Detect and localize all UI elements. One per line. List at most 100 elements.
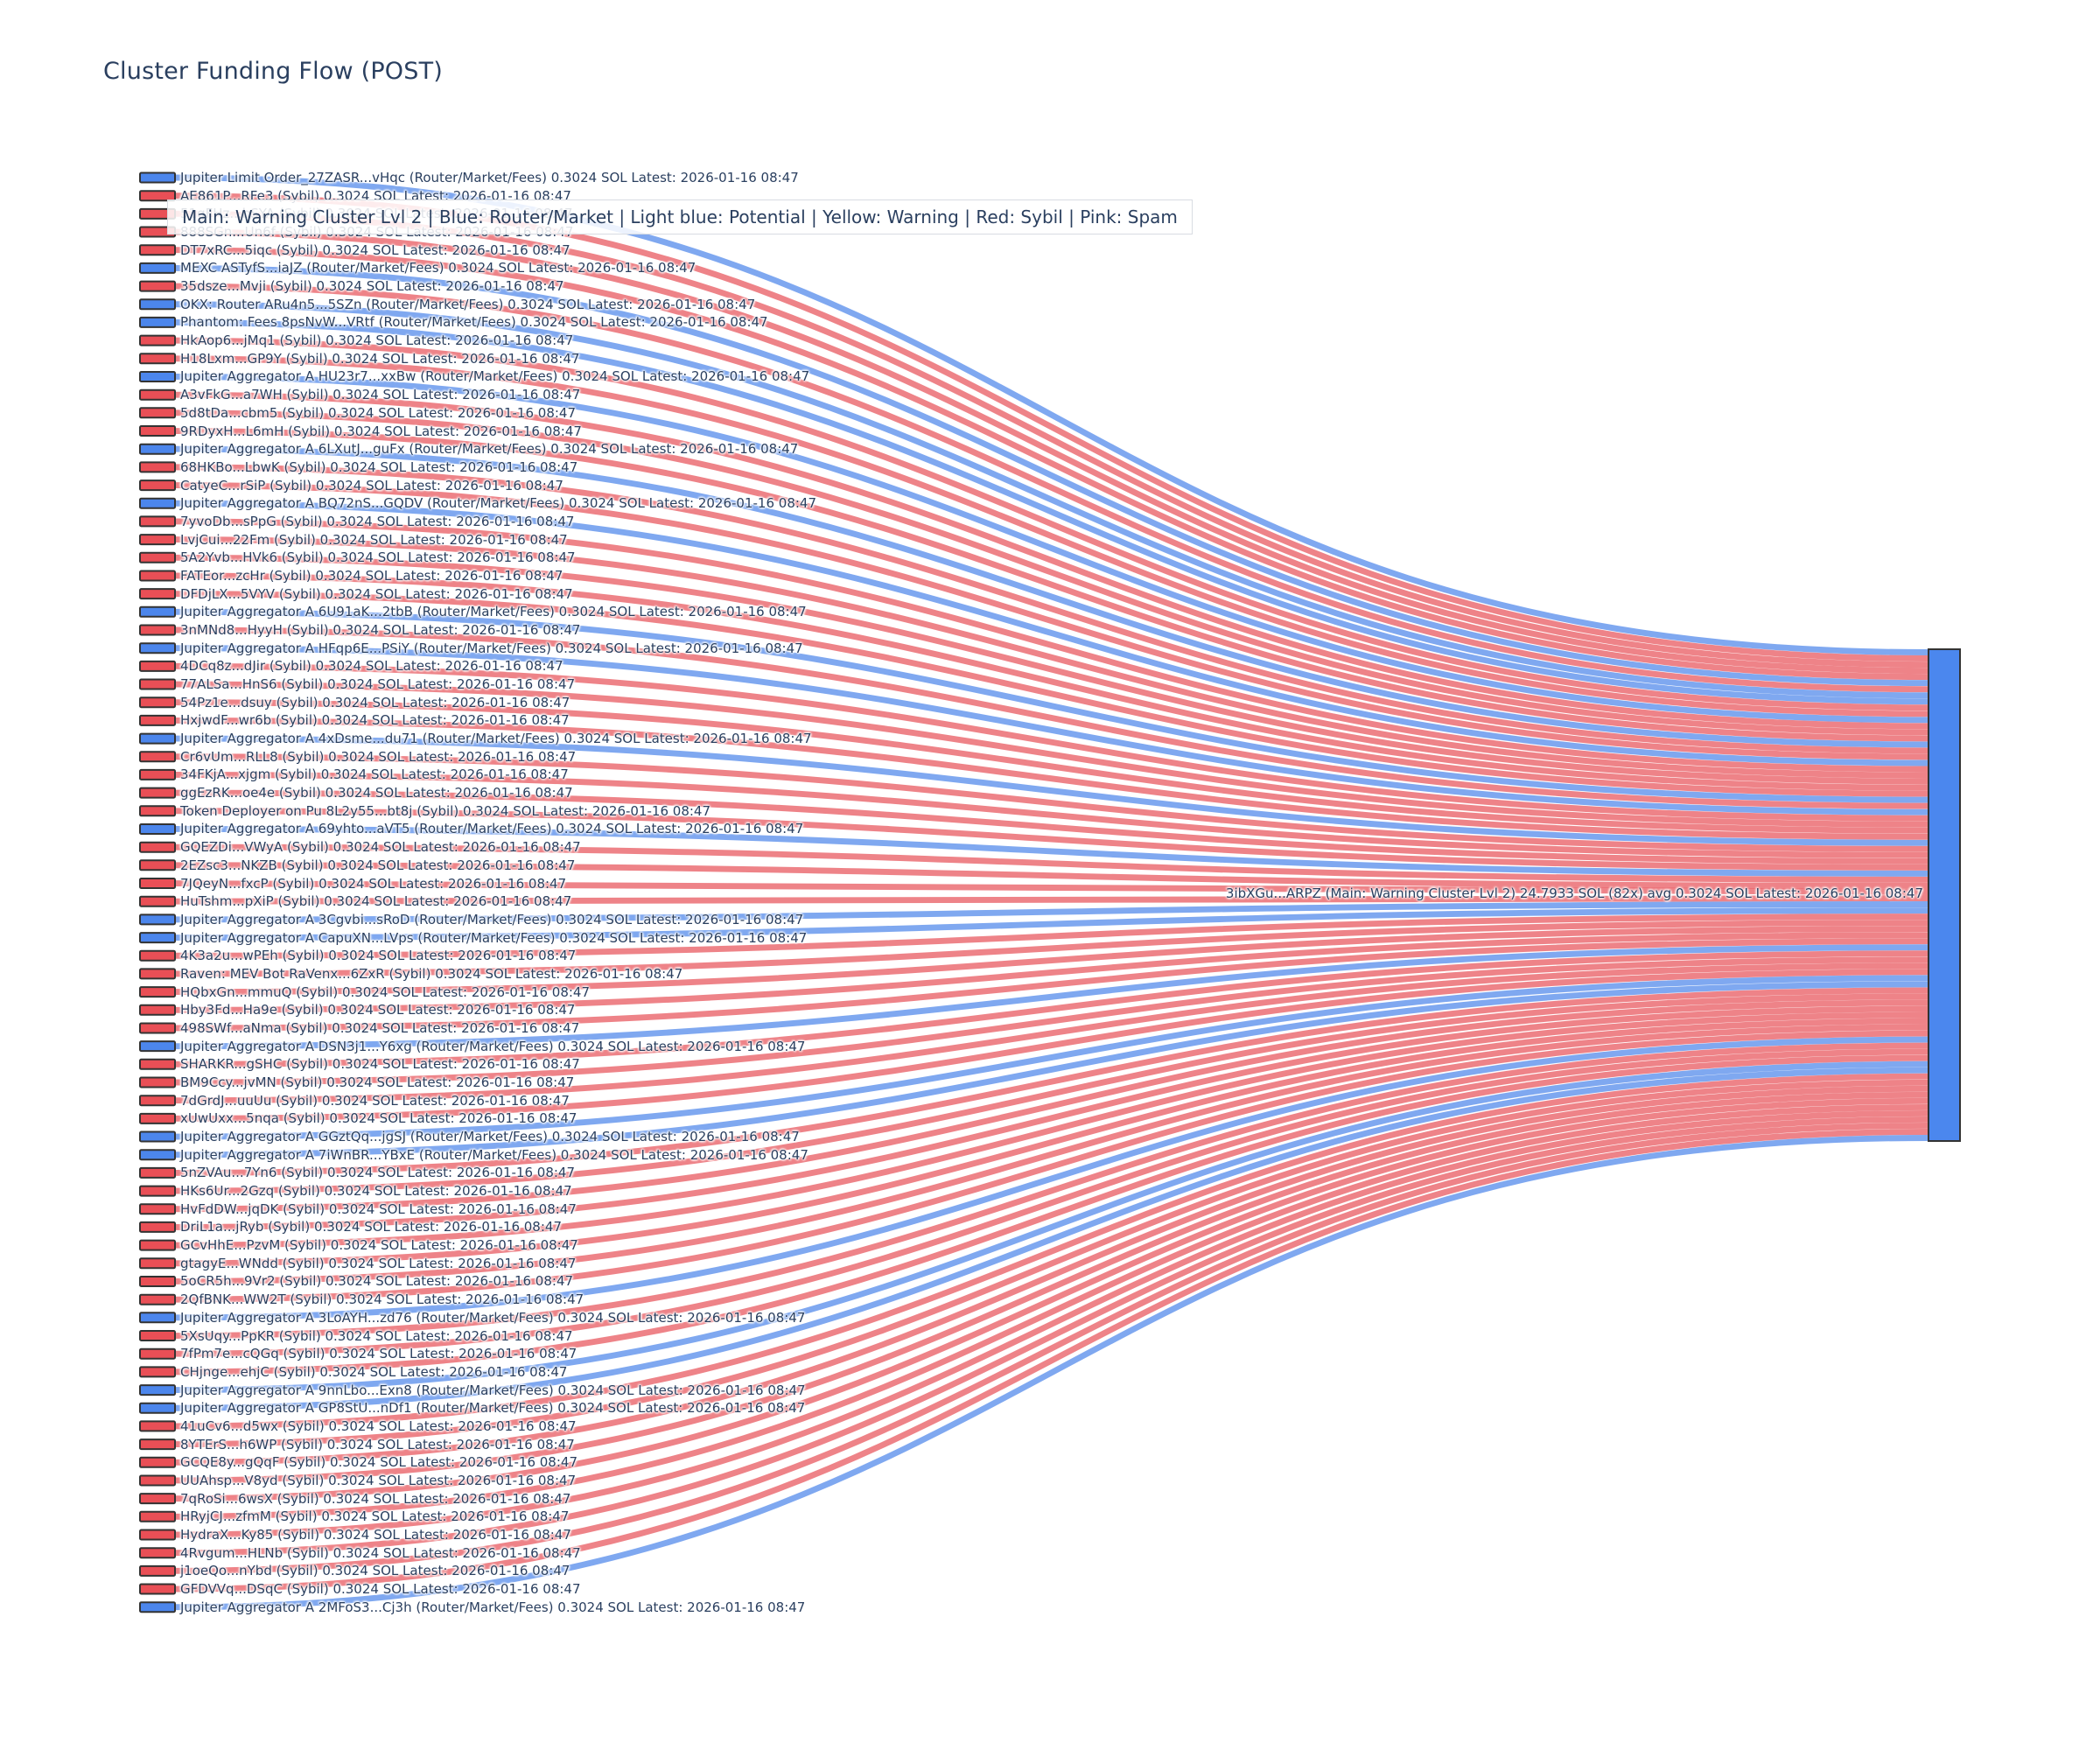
flow-link-router[interactable] <box>174 500 1929 766</box>
flow-link-sybil[interactable] <box>174 518 1929 773</box>
source-node-rect[interactable] <box>139 1420 176 1432</box>
flow-link-sybil[interactable] <box>174 844 1929 883</box>
source-node-rect[interactable] <box>139 606 176 618</box>
flow-link-sybil[interactable] <box>174 895 1929 905</box>
source-node-rect[interactable] <box>139 1547 176 1559</box>
source-node-rect[interactable] <box>139 696 176 709</box>
flow-link-sybil[interactable] <box>174 572 1929 791</box>
flow-link-sybil[interactable] <box>174 1042 1929 1339</box>
flow-link-sybil[interactable] <box>174 962 1929 1104</box>
source-node-rect[interactable] <box>139 1384 176 1396</box>
flow-link-sybil[interactable] <box>174 1054 1929 1376</box>
flow-link-router[interactable] <box>174 735 1929 846</box>
source-node-rect[interactable] <box>139 1239 176 1251</box>
source-node-rect[interactable] <box>139 1529 176 1541</box>
flow-link-sybil[interactable] <box>174 771 1929 858</box>
flow-link-sybil[interactable] <box>174 753 1929 852</box>
source-node-rect[interactable] <box>139 823 176 835</box>
source-node-rect[interactable] <box>139 244 176 256</box>
flow-link-sybil[interactable] <box>174 1091 1929 1484</box>
source-node-rect[interactable] <box>139 588 176 600</box>
source-node-rect[interactable] <box>139 353 176 365</box>
flow-link-sybil[interactable] <box>174 932 1929 1013</box>
source-node-rect[interactable] <box>139 986 176 998</box>
source-node-rect[interactable] <box>139 1112 176 1124</box>
flow-link-router[interactable] <box>174 975 1929 1140</box>
flow-link-sybil[interactable] <box>174 1030 1929 1303</box>
source-node-rect[interactable] <box>139 298 176 311</box>
flow-link-sybil[interactable] <box>174 969 1929 1122</box>
flow-link-sybil[interactable] <box>174 914 1929 959</box>
flow-link-sybil[interactable] <box>174 999 1929 1213</box>
flow-link-router[interactable] <box>174 1036 1929 1321</box>
flow-link-sybil[interactable] <box>174 1018 1929 1267</box>
source-node-rect[interactable] <box>139 1510 176 1522</box>
source-node-rect[interactable] <box>139 1149 176 1161</box>
source-node-rect[interactable] <box>139 1312 176 1324</box>
flow-link-router[interactable] <box>174 445 1929 748</box>
flow-link-router[interactable] <box>174 1067 1929 1411</box>
flow-link-sybil[interactable] <box>174 536 1929 779</box>
flow-link-sybil[interactable] <box>174 1103 1929 1520</box>
source-node-rect[interactable] <box>139 732 176 745</box>
source-node-rect[interactable] <box>139 515 176 528</box>
source-node-rect[interactable] <box>139 371 176 382</box>
flow-link-router[interactable] <box>174 901 1929 923</box>
source-node-rect[interactable] <box>139 805 176 817</box>
source-node-rect[interactable] <box>139 642 176 654</box>
flow-link-sybil[interactable] <box>174 926 1929 996</box>
flow-link-sybil[interactable] <box>174 1085 1929 1466</box>
flow-link-sybil[interactable] <box>174 1012 1929 1249</box>
source-node-rect[interactable] <box>139 624 176 636</box>
flow-link-router[interactable] <box>174 374 1929 724</box>
flow-link-sybil[interactable] <box>174 283 1929 693</box>
source-node-rect[interactable] <box>139 895 176 907</box>
flow-link-router[interactable] <box>174 608 1929 803</box>
flow-link-sybil[interactable] <box>174 1024 1929 1284</box>
source-node-rect[interactable] <box>139 1022 176 1034</box>
flow-link-sybil[interactable] <box>174 626 1929 809</box>
source-node-rect[interactable] <box>139 461 176 473</box>
source-node-rect[interactable] <box>139 388 176 401</box>
source-node-rect[interactable] <box>139 660 176 672</box>
source-node-rect[interactable] <box>139 407 176 419</box>
flow-link-sybil[interactable] <box>174 938 1929 1032</box>
flow-link-router[interactable] <box>174 1060 1929 1394</box>
source-node-rect[interactable] <box>139 480 176 492</box>
flow-link-sybil[interactable] <box>174 410 1929 736</box>
source-node-rect[interactable] <box>139 1276 176 1287</box>
source-node-rect[interactable] <box>139 1130 176 1143</box>
flow-link-sybil[interactable] <box>174 464 1929 754</box>
source-node-rect[interactable] <box>139 914 176 926</box>
source-node-rect[interactable] <box>139 1221 176 1233</box>
flow-link-sybil[interactable] <box>174 1129 1929 1592</box>
source-node-rect[interactable] <box>139 1293 176 1306</box>
source-node-rect[interactable] <box>139 1058 176 1070</box>
source-node-rect[interactable] <box>139 1583 176 1595</box>
flow-link-sybil[interactable] <box>174 247 1929 681</box>
flow-link-router[interactable] <box>174 264 1929 687</box>
flow-link-sybil[interactable] <box>174 1005 1929 1230</box>
source-node-rect[interactable] <box>139 1203 176 1215</box>
flow-link-router[interactable] <box>174 318 1929 705</box>
flow-link-router[interactable] <box>174 981 1929 1158</box>
flow-link-router[interactable] <box>174 1135 1929 1611</box>
source-node-rect[interactable] <box>139 841 176 853</box>
source-node-rect[interactable] <box>139 932 176 944</box>
source-node-rect[interactable] <box>139 751 176 763</box>
flow-link-sybil[interactable] <box>174 987 1929 1176</box>
source-node-rect[interactable] <box>139 172 176 184</box>
flow-link-sybil[interactable] <box>174 808 1929 871</box>
source-node-rect[interactable] <box>139 678 176 690</box>
source-node-rect[interactable] <box>139 497 176 509</box>
source-node-rect[interactable] <box>139 551 176 564</box>
flow-link-sybil[interactable] <box>174 1116 1929 1557</box>
source-node-rect[interactable] <box>139 280 176 292</box>
source-node-rect[interactable] <box>139 316 176 328</box>
source-node-rect[interactable] <box>139 1564 176 1577</box>
source-node-rect[interactable] <box>139 1004 176 1016</box>
flow-link-router[interactable] <box>174 907 1929 942</box>
source-node-rect[interactable] <box>139 534 176 546</box>
source-node-rect[interactable] <box>139 1330 176 1341</box>
source-node-rect[interactable] <box>139 1493 176 1505</box>
